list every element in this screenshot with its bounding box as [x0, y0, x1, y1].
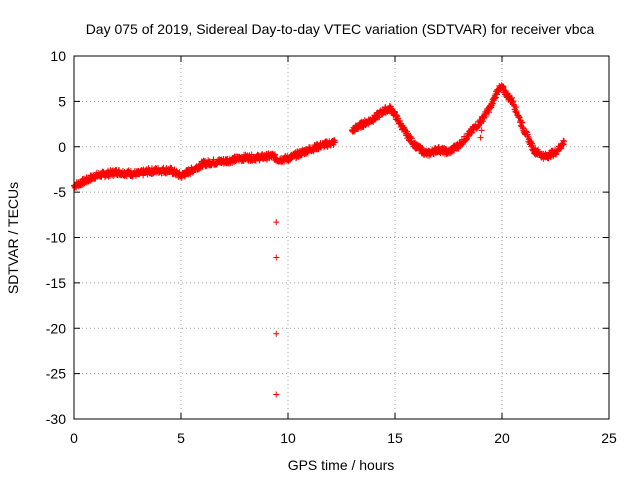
data-point	[499, 84, 505, 91]
data-point	[295, 151, 302, 158]
data-point	[167, 167, 174, 174]
y-tick-label: 5	[58, 93, 66, 109]
data-point	[387, 105, 394, 112]
data-point	[270, 152, 277, 159]
y-tick-label: -10	[46, 230, 66, 246]
outlier-point	[273, 391, 280, 398]
data-point	[210, 159, 217, 166]
data-point	[552, 149, 559, 156]
outlier-point	[478, 127, 485, 134]
data-point	[445, 149, 452, 156]
data-point	[81, 178, 88, 185]
y-axis-label: SDTVAR / TECUs	[5, 182, 21, 294]
data-point	[327, 140, 334, 147]
data-point	[477, 118, 484, 125]
data-point	[424, 151, 431, 158]
x-tick-label: 20	[494, 430, 510, 446]
data-point	[381, 107, 388, 114]
data-point	[263, 153, 270, 160]
data-point	[408, 134, 415, 140]
y-tick-label: -25	[46, 366, 66, 382]
x-tick-label: 10	[280, 430, 296, 446]
data-point	[520, 125, 527, 132]
data-point	[113, 169, 120, 176]
grid	[74, 56, 609, 419]
data-point	[92, 172, 99, 179]
outlier-point	[273, 219, 280, 226]
data-point	[178, 172, 184, 179]
data-point	[306, 146, 313, 153]
data-point	[509, 98, 516, 105]
outlier-point	[273, 254, 280, 261]
data-point	[359, 121, 366, 128]
data-point	[456, 141, 463, 148]
data-points	[71, 82, 568, 398]
data-point	[156, 167, 163, 174]
data-point	[466, 130, 473, 137]
outlier-point	[273, 330, 280, 337]
data-point	[332, 139, 339, 146]
y-tick-label: -5	[54, 184, 67, 200]
data-point	[413, 143, 420, 150]
x-tick-label: 15	[387, 430, 403, 446]
data-point	[505, 93, 512, 100]
data-point	[541, 153, 548, 160]
axis-ticks: 0 5 10 15 20 25 -30 -25 -20 -15 -10 -5 0 5 10	[46, 48, 617, 446]
data-point	[317, 142, 324, 149]
data-point	[402, 130, 409, 137]
x-tick-label: 0	[70, 430, 78, 446]
x-tick-label: 5	[177, 430, 185, 446]
data-point	[488, 102, 495, 109]
x-tick-label: 25	[601, 430, 617, 446]
data-point	[285, 155, 291, 162]
data-point	[408, 135, 415, 142]
data-point	[370, 115, 377, 122]
data-point	[242, 154, 249, 161]
data-point	[558, 141, 565, 148]
chart-title: Day 075 of 2019, Sidereal Day-to-day VTE…	[86, 21, 595, 37]
data-point	[486, 109, 493, 116]
outlier-point	[477, 134, 484, 141]
data-point	[376, 114, 383, 121]
data-point	[252, 154, 259, 161]
y-tick-label: 10	[50, 48, 66, 64]
data-point	[519, 119, 526, 126]
data-point	[492, 94, 499, 101]
x-axis-label: GPS time / hours	[288, 457, 395, 473]
data-point	[465, 133, 472, 140]
data-point	[135, 170, 142, 177]
data-point	[231, 156, 238, 163]
data-point	[561, 138, 568, 145]
data-point	[199, 160, 206, 167]
data-point	[434, 146, 441, 153]
y-tick-label: -20	[46, 320, 66, 336]
data-point	[145, 168, 152, 175]
data-point	[103, 170, 110, 177]
data-point	[188, 167, 195, 174]
y-tick-label: 0	[58, 139, 66, 155]
data-point	[392, 111, 398, 118]
data-point	[531, 147, 538, 154]
y-tick-label: -30	[46, 411, 66, 427]
data-point	[349, 127, 356, 134]
y-tick-label: -15	[46, 275, 66, 291]
data-point	[274, 156, 281, 163]
data-point	[124, 170, 131, 177]
data-point	[494, 86, 501, 93]
data-point	[220, 158, 227, 165]
